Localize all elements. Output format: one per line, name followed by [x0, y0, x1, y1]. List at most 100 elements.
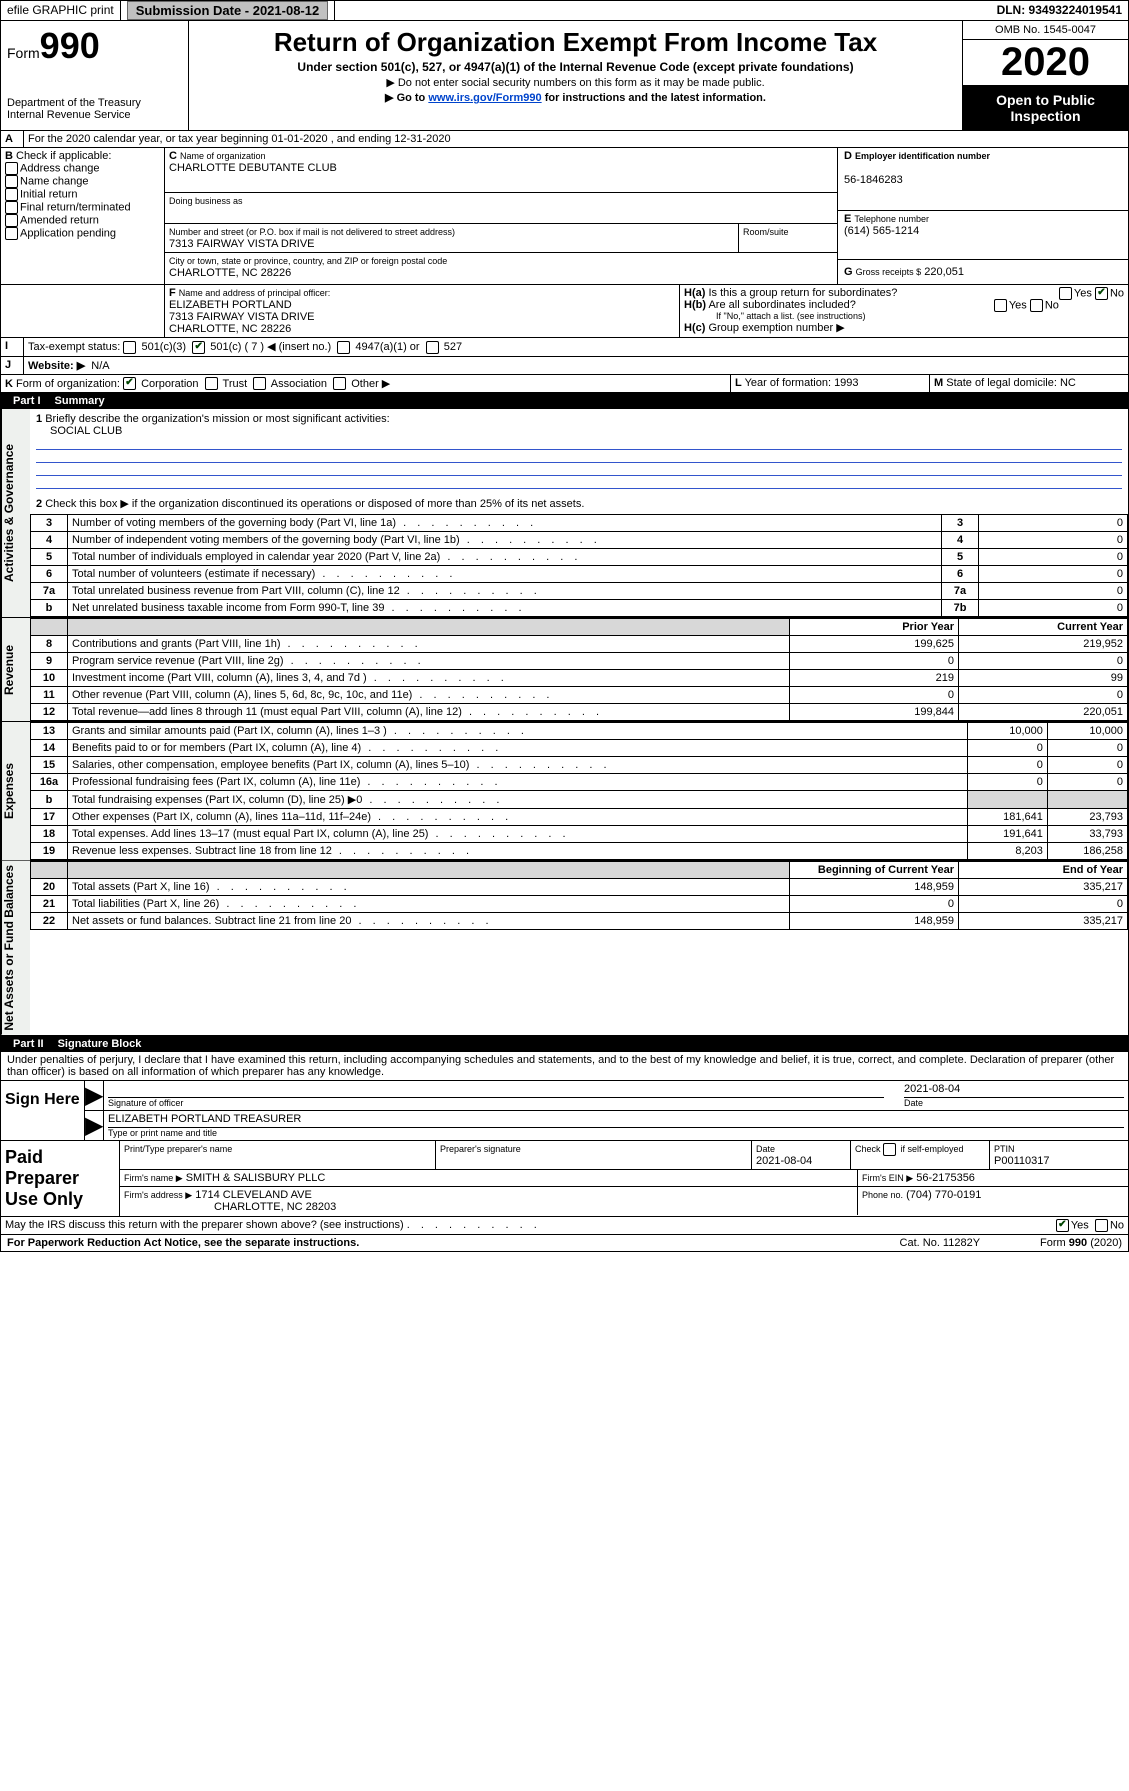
e-label: Telephone number: [854, 214, 929, 224]
officer-name-title: ELIZABETH PORTLAND TREASURER: [108, 1113, 1124, 1128]
b-label: Check if applicable:: [16, 150, 111, 162]
room-label: Room/suite: [743, 227, 789, 237]
discuss-row: May the IRS discuss this return with the…: [1, 1217, 1128, 1235]
opt-corp: Corporation: [141, 378, 198, 390]
form990-link[interactable]: www.irs.gov/Form990: [428, 92, 541, 104]
firm-ein-label: Firm's EIN ▶: [862, 1173, 913, 1183]
officer-signature-line[interactable]: [108, 1083, 884, 1098]
chk-assoc[interactable]: [253, 377, 266, 390]
firm-addr1: 1714 CLEVELAND AVE: [195, 1189, 312, 1201]
j-label: J: [1, 357, 24, 374]
dept-irs: Internal Revenue Service: [7, 109, 182, 121]
governance-table: 3Number of voting members of the governi…: [30, 514, 1128, 617]
header-mid: Return of Organization Exempt From Incom…: [189, 21, 962, 130]
ha-no[interactable]: [1095, 287, 1108, 300]
chk-application-pending[interactable]: [5, 227, 18, 240]
rule-2: [36, 462, 1122, 463]
officer-name: ELIZABETH PORTLAND: [169, 299, 292, 311]
l-label: Year of formation:: [745, 377, 831, 389]
header-right: OMB No. 1545-0047 2020 Open to Public In…: [962, 21, 1128, 130]
discuss-no[interactable]: [1095, 1219, 1108, 1232]
opt-trust: Trust: [223, 378, 248, 390]
section-b: B Check if applicable: Address change Na…: [1, 148, 165, 284]
ptin-label: PTIN: [994, 1144, 1015, 1154]
hb-text: Are all subordinates included?: [708, 299, 855, 311]
sub3-post: for instructions and the latest informat…: [542, 92, 766, 104]
j-text: Website: ▶: [28, 360, 85, 372]
firm-phone: (704) 770-0191: [906, 1189, 981, 1201]
part-ii-num: Part II: [7, 1038, 50, 1050]
line-j: J Website: ▶ N/A: [1, 357, 1128, 375]
gross-receipts: 220,051: [924, 266, 964, 278]
foot-left: For Paperwork Reduction Act Notice, see …: [7, 1237, 359, 1249]
netassets-table: Beginning of Current YearEnd of Year20To…: [30, 861, 1128, 930]
hc-text: Group exemption number ▶: [708, 322, 844, 334]
chk-4947[interactable]: [337, 341, 350, 354]
firm-addr2: CHARLOTTE, NC 28203: [214, 1201, 336, 1213]
subtitle-1: Under section 501(c), 527, or 4947(a)(1)…: [197, 60, 954, 74]
efile-bar: efile GRAPHIC print Submission Date - 20…: [1, 1, 1128, 21]
k-label: Form of organization:: [16, 378, 120, 390]
chk-self-employed[interactable]: [883, 1143, 896, 1156]
subtitle-2: Do not enter social security numbers on …: [197, 76, 954, 89]
part-i-title: Summary: [55, 395, 105, 407]
efile-label: efile GRAPHIC print: [1, 1, 121, 20]
hb-note: If "No," attach a list. (see instruction…: [716, 311, 1124, 321]
sub3-pre: Go to: [397, 92, 429, 104]
ha-yes[interactable]: [1059, 287, 1072, 300]
opt-527: 527: [444, 341, 462, 353]
signature-declaration: Under penalties of perjury, I declare th…: [1, 1052, 1128, 1081]
chk-final-return[interactable]: [5, 201, 18, 214]
section-revenue: Revenue Prior YearCurrent Year8Contribut…: [1, 618, 1128, 722]
sig-officer-label: Signature of officer: [108, 1098, 884, 1108]
chk-other[interactable]: [333, 377, 346, 390]
subtitle-3: ▶ Go to www.irs.gov/Form990 for instruct…: [197, 91, 954, 104]
hb-yes[interactable]: [994, 299, 1007, 312]
org-city: CHARLOTTE, NC 28226: [169, 267, 291, 279]
section-expenses: Expenses 13Grants and similar amounts pa…: [1, 722, 1128, 861]
chk-501c[interactable]: [192, 341, 205, 354]
paid-preparer-label: Paid Preparer Use Only: [1, 1141, 120, 1216]
firm-name-label: Firm's name ▶: [124, 1173, 183, 1183]
opt-amended-return: Amended return: [20, 214, 99, 226]
form-no: 990: [40, 25, 100, 66]
chk-corp[interactable]: [123, 377, 136, 390]
website-value: N/A: [91, 360, 109, 372]
phone-value: (614) 565-1214: [844, 225, 919, 237]
f-spacer: [1, 285, 165, 337]
sign-arrow-icon: ▶: [85, 1081, 104, 1110]
header-left: Form990 Department of the Treasury Inter…: [1, 21, 189, 130]
section-h: H(a) Is this a group return for subordin…: [680, 285, 1128, 337]
section-deg: D Employer identification number 56-1846…: [838, 148, 1128, 284]
expenses-table: 13Grants and similar amounts paid (Part …: [30, 722, 1128, 860]
year-formation: 1993: [834, 377, 858, 389]
chk-527[interactable]: [426, 341, 439, 354]
officer-addr2: CHARLOTTE, NC 28226: [169, 323, 291, 335]
a-label: A: [1, 131, 24, 147]
q1-answer: SOCIAL CLUB: [50, 425, 122, 437]
discuss-yes[interactable]: [1056, 1219, 1069, 1232]
chk-name-change[interactable]: [5, 175, 18, 188]
rule-4: [36, 488, 1122, 489]
opt-assoc: Association: [271, 378, 327, 390]
hb-no[interactable]: [1030, 299, 1043, 312]
submission-date-button[interactable]: Submission Date - 2021-08-12: [127, 1, 329, 20]
chk-initial-return[interactable]: [5, 188, 18, 201]
q2-text: Check this box ▶ if the organization dis…: [45, 498, 584, 510]
firm-phone-label: Phone no.: [862, 1190, 903, 1200]
dln: DLN: 93493224019541: [991, 1, 1128, 20]
chk-trust[interactable]: [205, 377, 218, 390]
line-a: A For the 2020 calendar year, or tax yea…: [1, 131, 1128, 148]
opt-address-change: Address change: [20, 162, 100, 174]
chk-501c3[interactable]: [123, 341, 136, 354]
chk-address-change[interactable]: [5, 162, 18, 175]
dotfill: [407, 1219, 541, 1231]
c-name-label: Name of organization: [180, 151, 266, 161]
form-number: Form990: [7, 25, 182, 67]
chk-amended-return[interactable]: [5, 214, 18, 227]
section-c: C Name of organization CHARLOTTE DEBUTAN…: [165, 148, 838, 284]
ein-value: 56-1846283: [844, 174, 903, 186]
prep-name-label: Print/Type preparer's name: [124, 1144, 232, 1154]
q1-label: Briefly describe the organization's miss…: [45, 413, 389, 425]
form-title: Return of Organization Exempt From Incom…: [197, 27, 954, 58]
